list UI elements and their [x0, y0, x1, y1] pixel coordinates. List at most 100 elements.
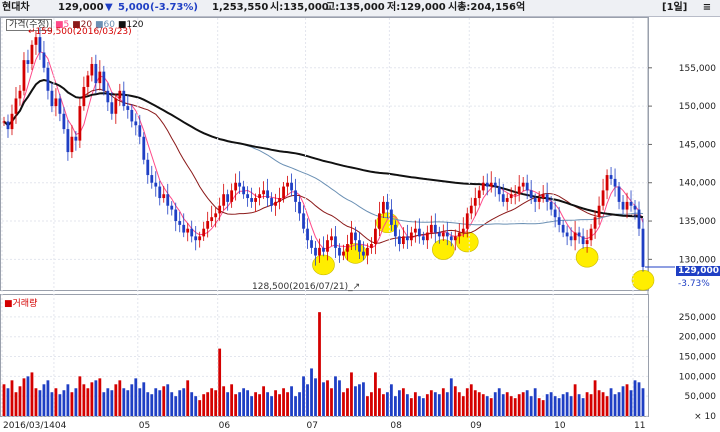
volume-tick-label: 250,000: [679, 313, 716, 323]
candle-body: [18, 90, 22, 99]
volume-bar: [290, 386, 293, 416]
candle: [637, 201, 641, 237]
volume-bar: [50, 392, 54, 416]
candle-body: [549, 201, 553, 210]
candle: [521, 176, 525, 192]
candle: [569, 227, 573, 247]
volume-panel: × 10 50,000 100,000 150,000 200,000 250,000: [0, 294, 716, 422]
stock-name[interactable]: 현대차: [2, 2, 30, 13]
volume-bar: [374, 372, 377, 416]
candle-body: [393, 224, 397, 237]
volume-bar: [409, 398, 413, 416]
candle-body: [378, 213, 381, 229]
price-change-pct: (-3.73%): [150, 2, 198, 13]
candle: [258, 187, 261, 206]
candle: [533, 193, 537, 213]
candle-body: [413, 228, 417, 233]
volume-bar: [266, 392, 269, 416]
volume-bar: [505, 392, 509, 416]
volume-bar: [86, 388, 90, 416]
candle-body: [70, 136, 74, 153]
candle: [561, 220, 565, 238]
candle: [565, 225, 569, 246]
volume-bar: [421, 398, 425, 416]
ma20-label: 20: [80, 20, 93, 30]
candle: [6, 114, 10, 138]
candle-body: [641, 228, 645, 268]
candle-body: [621, 201, 625, 210]
price-legend-label[interactable]: 가격(수정): [6, 19, 53, 31]
volume-bar: [401, 388, 405, 416]
candle-body: [270, 198, 273, 206]
candle-body: [389, 209, 393, 225]
candle: [102, 65, 106, 96]
candle: [493, 176, 497, 197]
volume-bar: [609, 388, 613, 416]
candle-body: [294, 190, 297, 202]
candle-body: [226, 194, 230, 202]
volume-bar: [42, 384, 46, 416]
candle-body: [465, 213, 469, 229]
candle-body: [425, 232, 429, 241]
menu-icon[interactable]: ≡: [702, 2, 712, 13]
candle: [274, 193, 277, 216]
candle-body: [601, 190, 605, 206]
candle: [282, 181, 285, 203]
candle-body: [457, 232, 461, 237]
candle-body: [557, 217, 561, 225]
volume-bar: [118, 380, 122, 416]
candle-body: [178, 221, 182, 225]
price-tick-label: 150,000: [679, 102, 716, 112]
volume-bar: [405, 394, 409, 416]
candle-body: [597, 205, 601, 218]
volume-bar: [190, 392, 194, 416]
candle: [122, 81, 126, 111]
candle: [326, 234, 329, 261]
candle-body: [553, 209, 557, 218]
price-tick-label: 135,000: [679, 217, 716, 227]
candle: [445, 222, 449, 246]
period-selector[interactable]: [1일]: [662, 2, 688, 13]
volume-bar: [433, 392, 437, 416]
volume-bar: [274, 390, 277, 416]
candle: [118, 83, 122, 106]
candle: [154, 171, 158, 197]
candle: [553, 201, 557, 228]
candle: [82, 76, 86, 111]
candle-body: [509, 194, 513, 199]
candle-body: [342, 251, 345, 256]
candle: [186, 222, 190, 242]
candle: [609, 167, 613, 185]
volume-bar: [413, 392, 417, 416]
candle-body: [86, 75, 90, 87]
volume-bar: [254, 392, 258, 416]
candle: [501, 183, 505, 207]
candle-body: [154, 182, 158, 187]
candle: [62, 106, 66, 134]
volume-bar: [222, 386, 226, 416]
candle: [585, 229, 589, 253]
volume-bar: [62, 390, 66, 416]
candle: [497, 178, 501, 202]
volume-bar: [258, 394, 261, 416]
candle: [242, 180, 246, 199]
volume-bar: [457, 392, 461, 416]
price-tick-label: 140,000: [679, 179, 716, 189]
candle-body: [421, 236, 425, 241]
candle: [298, 196, 301, 221]
candle: [98, 60, 102, 91]
candle-body: [198, 236, 202, 241]
volume-bar: [541, 400, 545, 416]
candle: [54, 88, 58, 117]
candle-body: [493, 182, 497, 187]
x-tick-label: 09: [470, 421, 482, 431]
candle-body: [322, 247, 325, 252]
candle-body: [497, 186, 501, 195]
volume-bar: [146, 392, 150, 416]
high-price: 고:135,000: [326, 2, 385, 13]
candle-body: [250, 198, 254, 202]
candle-body: [82, 86, 86, 107]
candle-body: [98, 71, 102, 84]
candle: [401, 227, 405, 249]
candle-body: [102, 71, 106, 91]
